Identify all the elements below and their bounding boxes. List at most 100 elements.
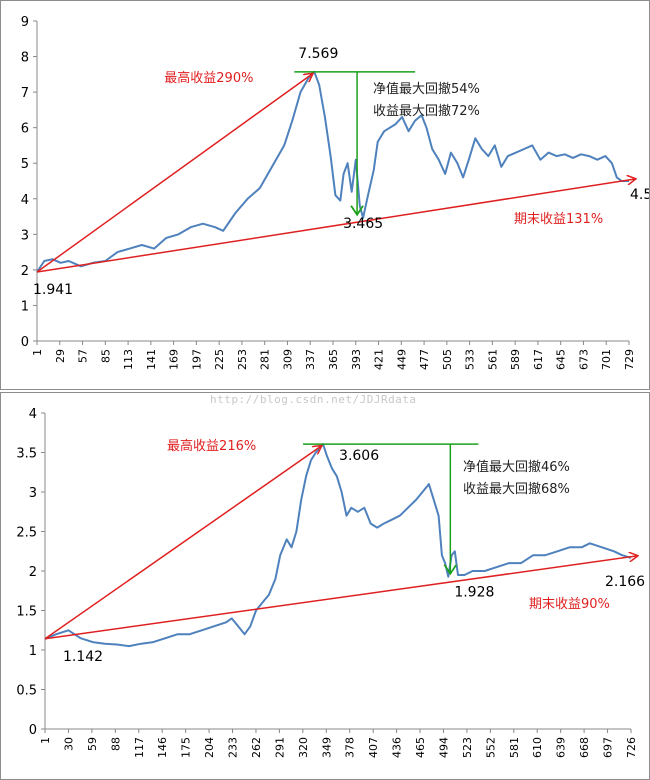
chart-panel-top: 0 1 2 3 4 5 6 7 8 9 1 29 57 85 113 141 169 197 225 253 281 30… [0, 0, 650, 390]
top-x-tick-label: 673 [577, 349, 590, 370]
bottom-y-tick-label: 0 [29, 723, 37, 738]
bottom-nav-drawdown-label: 净值最大回撤46% [463, 459, 570, 475]
top-nav-drawdown-label: 净值最大回撤54% [373, 81, 480, 97]
bottom-x-tick-label: 407 [367, 737, 380, 758]
bottom-start-value-label: 1.142 [63, 649, 103, 665]
top-x-tick-label: 589 [509, 349, 522, 370]
top-y-tick-label: 1 [21, 299, 29, 314]
bottom-x-tick-label: 552 [484, 737, 497, 758]
bottom-x-tick-label: 320 [297, 737, 310, 758]
top-x-tick-label: 225 [213, 349, 226, 370]
bottom-x-tick-label: 378 [344, 737, 357, 758]
bottom-y-tick-label: 1.5 [16, 605, 37, 620]
top-x-tick-label: 197 [190, 349, 203, 370]
top-trough-value-label: 3.465 [343, 216, 383, 232]
bottom-peak-value-label: 3.606 [339, 448, 379, 464]
top-x-tick-label: 337 [304, 349, 317, 370]
top-x-tick-label: 505 [441, 349, 454, 370]
bottom-y-tick-label: 3.5 [16, 447, 37, 462]
bottom-drawdown-arrow-head [443, 564, 458, 576]
bottom-x-tick-label: 494 [437, 737, 450, 758]
bottom-x-tick-label: 117 [133, 737, 146, 758]
bottom-x-tick-label: 668 [578, 737, 591, 758]
bottom-x-tick-label: 581 [508, 737, 521, 758]
bottom-x-tick-label: 697 [602, 737, 615, 758]
nav-chart-bottom: 0 0.5 1 1.5 2 2.5 3 3.5 4 1 30 59 88 117 146 175 204 233 2… [16, 407, 645, 758]
top-x-tick-label: 561 [486, 349, 499, 370]
top-x-tick-label: 449 [395, 349, 408, 370]
top-x-tick-label: 29 [54, 349, 67, 363]
top-x-tick-label: 393 [350, 349, 363, 370]
chart-panel-bottom: 0 0.5 1 1.5 2 2.5 3 3.5 4 1 30 59 88 117 146 175 204 233 2… [0, 392, 650, 780]
top-y-tick-label: 0 [21, 335, 29, 350]
bottom-y-tick-label: 0.5 [16, 684, 37, 699]
bottom-end-return-label: 期末收益90% [529, 597, 610, 612]
bottom-end-return-arrow [44, 556, 637, 640]
bottom-x-tick-label: 465 [414, 737, 427, 758]
top-x-tick-label: 645 [555, 349, 568, 370]
bottom-y-tick-label: 2 [29, 565, 37, 580]
top-y-tick-label: 6 [21, 122, 29, 137]
top-y-tick-label: 4 [21, 193, 29, 208]
top-x-tick-label: 281 [259, 349, 272, 370]
top-nav-series-line [36, 70, 629, 273]
bottom-x-tick-label: 30 [62, 737, 75, 751]
bottom-x-tick-label: 1 [39, 737, 52, 744]
bottom-y-tick-label: 2.5 [16, 526, 37, 541]
top-drawdown-arrow-head [350, 205, 364, 217]
top-x-tick-label: 421 [373, 349, 386, 370]
top-x-tick-label: 309 [281, 349, 294, 370]
bottom-x-tick-label: 436 [391, 737, 404, 758]
top-end-return-arrow [36, 179, 635, 273]
top-x-tick-label: 701 [600, 349, 613, 370]
top-y-tick-label: 5 [21, 157, 29, 172]
watermark-text: http://blog.csdn.net/JDJRdata [210, 393, 417, 406]
top-end-return-label: 期末收益131% [514, 212, 603, 227]
top-x-tick-label: 85 [99, 349, 112, 363]
top-x-tick-label: 169 [168, 349, 181, 370]
top-x-tick-label: 365 [327, 349, 340, 370]
bottom-max-return-label: 最高收益216% [167, 438, 256, 454]
bottom-nav-series-line [44, 443, 632, 648]
bottom-x-tick-label: 349 [320, 737, 333, 758]
top-y-tick-label: 3 [21, 228, 29, 243]
bottom-x-tick-label: 233 [227, 737, 240, 758]
top-start-value-label: 1.941 [33, 282, 73, 298]
top-end-value-label: 4.501 [630, 187, 649, 203]
top-x-tick-label: 477 [418, 349, 431, 370]
bottom-x-tick-label: 175 [180, 737, 193, 758]
bottom-trough-value-label: 1.928 [454, 585, 494, 601]
bottom-x-tick-label: 523 [461, 737, 474, 758]
top-max-return-label: 最高收益290% [164, 70, 253, 86]
top-x-tick-label: 113 [122, 349, 135, 370]
bottom-x-tick-label: 610 [531, 737, 544, 758]
top-y-tick-label: 9 [21, 15, 29, 30]
bottom-y-tick-label: 4 [29, 407, 37, 422]
top-y-tick-label: 7 [21, 86, 29, 101]
top-x-tick-label: 57 [77, 349, 90, 363]
bottom-x-tick-label: 262 [250, 737, 263, 758]
bottom-return-drawdown-label: 收益最大回撤68% [463, 481, 570, 497]
bottom-end-value-label: 2.166 [605, 574, 645, 590]
top-x-tick-label: 729 [623, 349, 636, 370]
top-max-return-arrow [36, 74, 312, 273]
top-x-tick-label: 1 [31, 349, 44, 356]
bottom-max-return-arrow [44, 446, 321, 640]
top-x-tick-label: 533 [464, 349, 477, 370]
bottom-x-tick-label: 59 [86, 737, 99, 751]
top-peak-value-label: 7.569 [298, 46, 338, 62]
top-y-tick-label: 8 [21, 51, 29, 66]
bottom-x-tick-label: 639 [555, 737, 568, 758]
bottom-x-tick-label: 204 [203, 737, 216, 758]
bottom-y-tick-label: 3 [29, 486, 37, 501]
top-x-tick-label: 141 [145, 349, 158, 370]
bottom-x-tick-label: 726 [625, 737, 638, 758]
bottom-x-tick-label: 146 [156, 737, 169, 758]
top-y-tick-label: 2 [21, 264, 29, 279]
top-x-tick-label: 617 [532, 349, 545, 370]
top-return-drawdown-label: 收益最大回撤72% [373, 103, 480, 119]
bottom-x-tick-label: 291 [273, 737, 286, 758]
top-x-tick-label: 253 [236, 349, 249, 370]
bottom-y-tick-label: 1 [29, 644, 37, 659]
